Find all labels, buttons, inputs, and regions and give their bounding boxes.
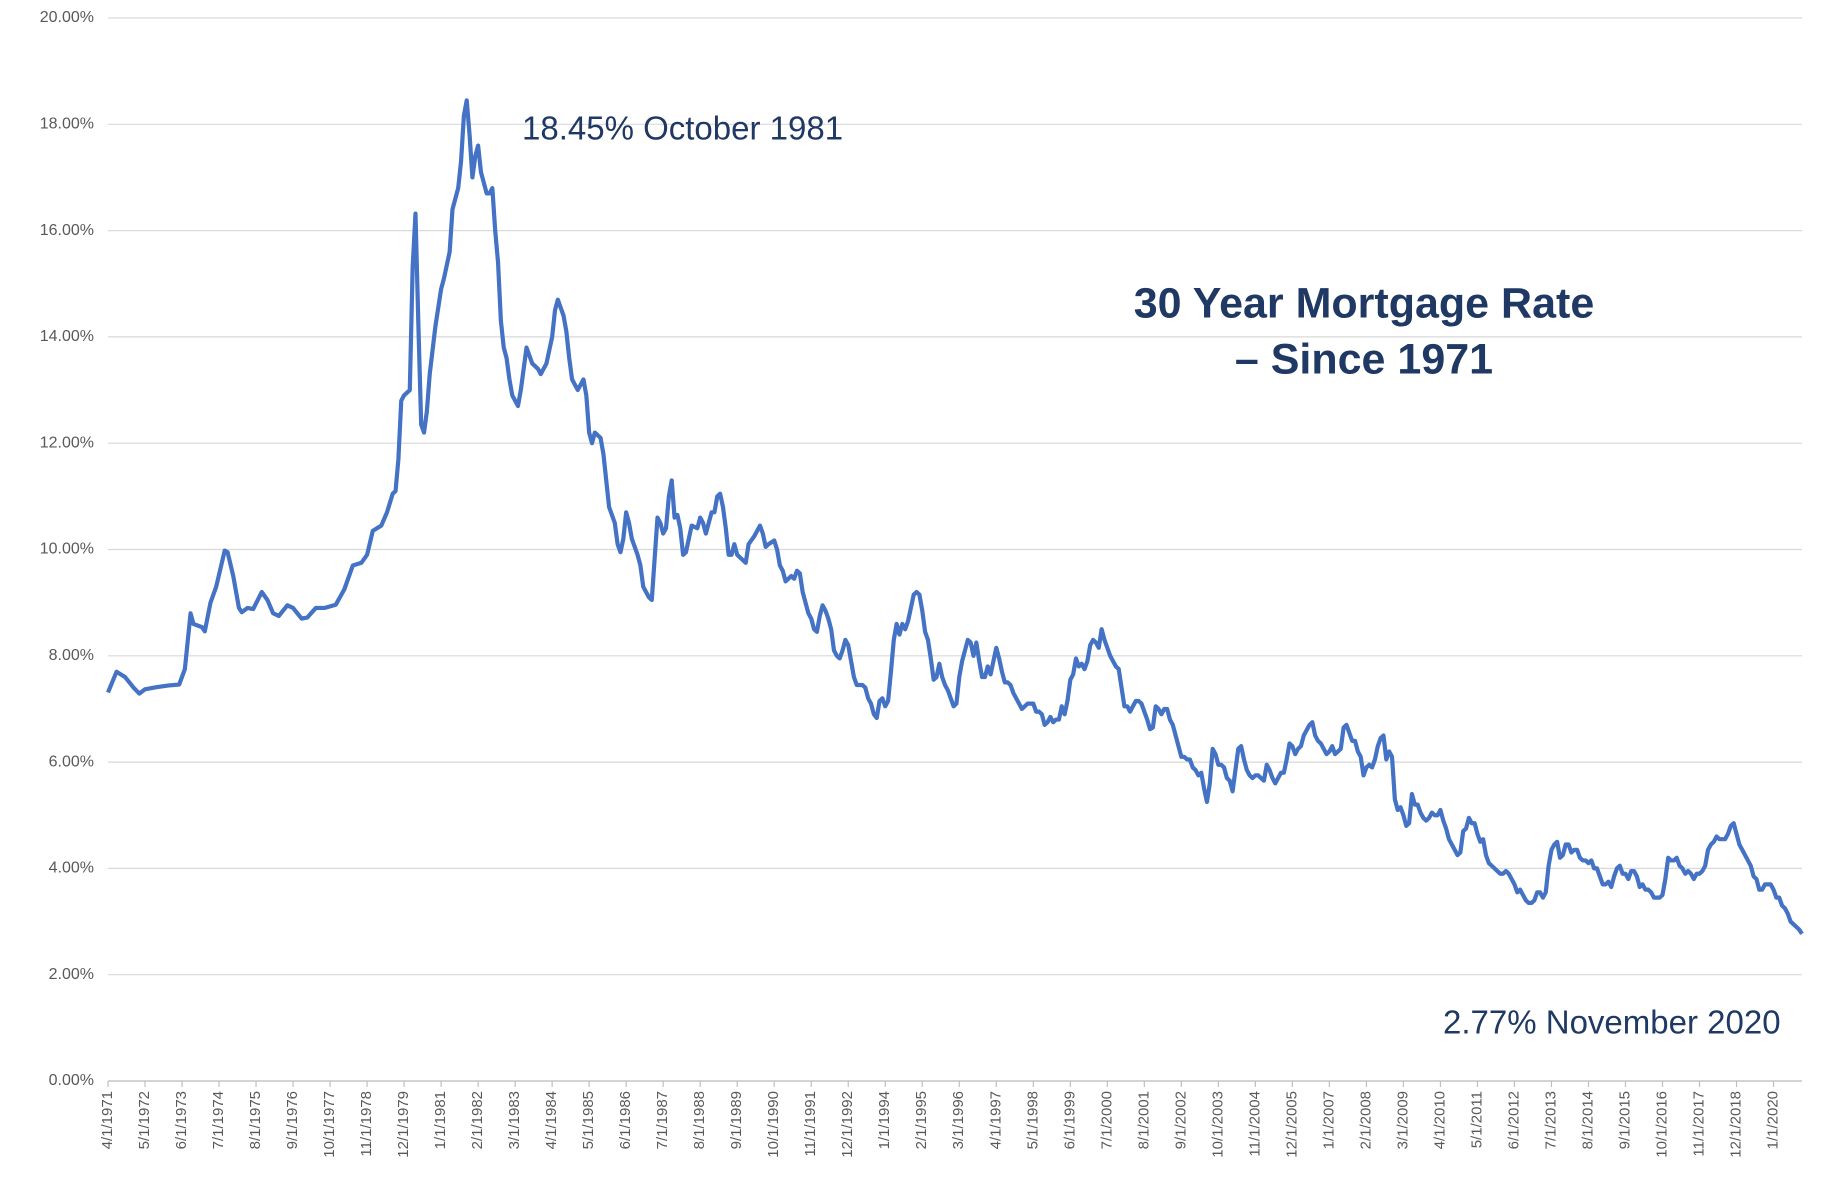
y-tick-label: 20.00% xyxy=(40,9,94,26)
x-tick-label: 9/1/1989 xyxy=(728,1091,745,1149)
y-tick-label: 6.00% xyxy=(49,753,94,770)
x-tick-label: 8/1/1988 xyxy=(691,1091,708,1149)
x-tick-label: 1/1/1994 xyxy=(876,1091,893,1149)
x-tick-label: 9/1/2015 xyxy=(1616,1091,1633,1149)
x-tick-label: 2/1/2008 xyxy=(1357,1091,1374,1149)
x-tick-label: 5/1/2011 xyxy=(1468,1091,1485,1148)
x-tick-label: 1/1/2020 xyxy=(1764,1091,1781,1149)
x-tick-label: 7/1/2000 xyxy=(1098,1091,1115,1149)
y-tick-label: 2.00% xyxy=(49,966,94,983)
x-tick-label: 3/1/1983 xyxy=(506,1091,523,1149)
y-tick-label: 12.00% xyxy=(40,434,94,451)
x-tick-label: 11/1/2004 xyxy=(1246,1091,1263,1157)
x-tick-label: 10/1/1990 xyxy=(765,1091,782,1158)
annotation: 18.45% October 1981 xyxy=(522,110,843,147)
x-tick-label: 8/1/2001 xyxy=(1135,1091,1152,1149)
y-tick-label: 0.00% xyxy=(49,1072,94,1089)
y-tick-label: 16.00% xyxy=(40,222,94,239)
annotation: 2.77% November 2020 xyxy=(1443,1004,1781,1041)
x-tick-label: 9/1/2002 xyxy=(1172,1091,1189,1149)
x-tick-label: 5/1/1972 xyxy=(136,1091,153,1149)
x-tick-label: 3/1/2009 xyxy=(1394,1091,1411,1149)
x-tick-label: 12/1/1992 xyxy=(839,1091,856,1158)
x-tick-label: 11/1/1991 xyxy=(802,1091,819,1157)
x-tick-label: 1/1/1981 xyxy=(432,1091,449,1149)
y-tick-label: 4.00% xyxy=(49,860,94,877)
y-tick-label: 14.00% xyxy=(40,328,94,345)
x-tick-label: 9/1/1976 xyxy=(284,1091,301,1149)
chart-title: – Since 1971 xyxy=(1235,335,1493,383)
x-tick-label: 8/1/1975 xyxy=(247,1091,264,1149)
x-tick-label: 12/1/2005 xyxy=(1283,1091,1300,1158)
x-tick-label: 8/1/2014 xyxy=(1579,1091,1596,1149)
x-tick-label: 4/1/1984 xyxy=(543,1091,560,1149)
x-tick-label: 11/1/2017 xyxy=(1690,1091,1707,1157)
x-tick-label: 5/1/1985 xyxy=(580,1091,597,1149)
x-tick-label: 2/1/1982 xyxy=(469,1091,486,1149)
x-tick-label: 7/1/2013 xyxy=(1542,1091,1559,1149)
x-tick-label: 12/1/2018 xyxy=(1727,1091,1744,1158)
x-tick-label: 4/1/1971 xyxy=(99,1091,116,1149)
x-tick-label: 6/1/1999 xyxy=(1061,1091,1078,1149)
y-tick-label: 8.00% xyxy=(49,647,94,664)
x-tick-label: 11/1/1978 xyxy=(358,1091,375,1157)
chart-title: 30 Year Mortgage Rate xyxy=(1134,279,1594,327)
x-tick-label: 1/1/2007 xyxy=(1320,1091,1337,1149)
x-tick-label: 4/1/2010 xyxy=(1431,1091,1448,1149)
x-tick-label: 12/1/1979 xyxy=(395,1091,412,1158)
x-tick-label: 6/1/1986 xyxy=(617,1091,634,1149)
x-tick-label: 3/1/1996 xyxy=(950,1091,967,1149)
x-tick-label: 10/1/2003 xyxy=(1209,1091,1226,1158)
data-line xyxy=(106,98,1804,935)
x-tick-label: 6/1/2012 xyxy=(1505,1091,1522,1149)
x-tick-label: 5/1/1998 xyxy=(1024,1091,1041,1149)
y-tick-label: 10.00% xyxy=(40,541,94,558)
x-tick-label: 7/1/1987 xyxy=(654,1091,671,1149)
x-tick-label: 10/1/1977 xyxy=(321,1091,338,1158)
x-tick-label: 6/1/1973 xyxy=(173,1091,190,1149)
y-tick-label: 18.00% xyxy=(40,116,94,133)
x-tick-label: 7/1/1974 xyxy=(210,1091,227,1149)
x-tick-label: 10/1/2016 xyxy=(1653,1091,1670,1158)
x-tick-label: 4/1/1997 xyxy=(987,1091,1004,1149)
x-tick-label: 2/1/1995 xyxy=(913,1091,930,1149)
